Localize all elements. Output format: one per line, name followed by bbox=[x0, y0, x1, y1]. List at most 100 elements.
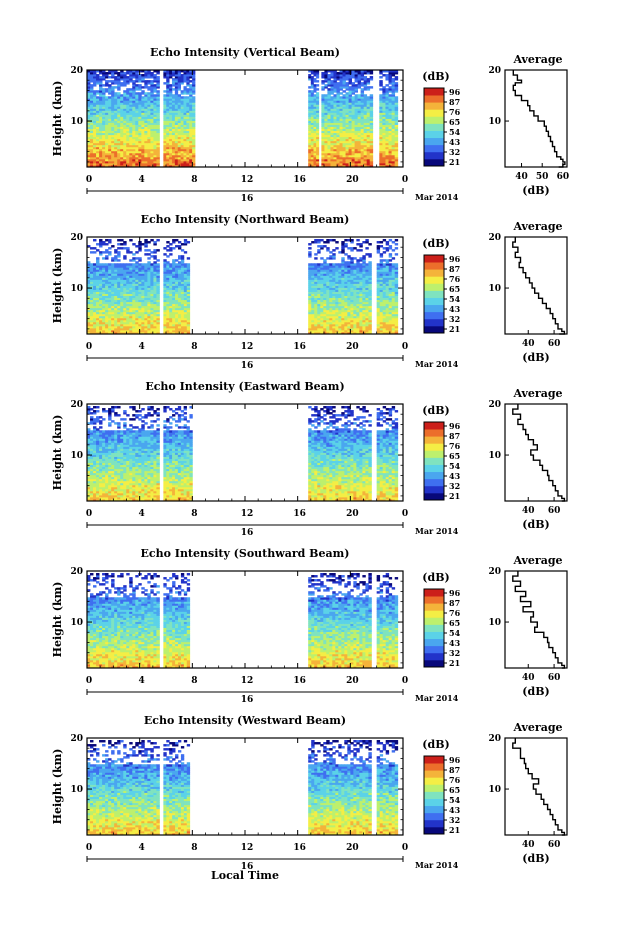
heatmap-cell bbox=[350, 323, 354, 327]
heatmap-cell bbox=[144, 327, 148, 331]
heatmap-cell bbox=[360, 116, 365, 119]
heatmap-cell bbox=[108, 253, 112, 256]
heatmap-cell bbox=[172, 305, 176, 309]
heatmap-cell bbox=[356, 325, 360, 329]
heatmap-cell bbox=[111, 285, 115, 288]
heatmap-cell bbox=[333, 148, 337, 152]
heatmap-cell bbox=[178, 269, 182, 272]
heatmap-cell bbox=[192, 152, 196, 156]
heatmap-cell bbox=[150, 152, 154, 156]
heatmap-cell bbox=[366, 98, 371, 101]
heatmap-cell bbox=[314, 301, 318, 305]
heatmap-cell bbox=[144, 331, 148, 335]
heatmap-cell bbox=[353, 323, 357, 327]
heatmap-cell bbox=[166, 74, 170, 77]
heatmap-cell bbox=[313, 120, 317, 123]
heatmap-cell bbox=[120, 82, 124, 85]
heatmap-cell bbox=[351, 72, 355, 75]
heatmap-cell bbox=[348, 106, 352, 109]
heatmap-cell bbox=[135, 289, 139, 292]
heatmap-cell bbox=[347, 295, 351, 299]
heatmap-cell bbox=[339, 92, 343, 95]
heatmap-cell bbox=[99, 317, 103, 321]
heatmap-cell bbox=[141, 134, 145, 138]
heatmap-cell bbox=[177, 152, 181, 156]
heatmap-cell bbox=[135, 150, 139, 154]
heatmap-cell bbox=[156, 84, 160, 87]
heatmap-cell bbox=[114, 323, 118, 327]
heatmap-cell bbox=[345, 104, 349, 107]
heatmap-cell bbox=[320, 263, 324, 266]
heatmap-cell bbox=[114, 277, 118, 280]
heatmap-cell bbox=[365, 319, 369, 323]
heatmap-cell bbox=[356, 263, 360, 266]
heatmap-cell bbox=[111, 291, 115, 294]
heatmap-cell bbox=[147, 76, 151, 79]
heatmap-cell bbox=[323, 301, 327, 305]
heatmap-cell bbox=[114, 164, 118, 168]
heatmap-cell bbox=[351, 92, 355, 95]
heatmap-cell bbox=[320, 323, 324, 327]
heatmap-cell bbox=[333, 78, 337, 81]
heatmap-cell bbox=[382, 128, 386, 132]
heatmap-cell bbox=[382, 164, 386, 168]
heatmap-cell bbox=[382, 88, 386, 91]
heatmap-cell bbox=[353, 325, 357, 329]
heatmap-cell bbox=[180, 100, 184, 103]
heatmap-cell bbox=[166, 90, 170, 93]
heatmap-cell bbox=[120, 128, 124, 132]
heatmap-cell bbox=[388, 130, 392, 134]
heatmap-cell bbox=[150, 319, 154, 323]
heatmap-cell bbox=[132, 122, 136, 125]
heatmap-cell bbox=[351, 86, 355, 89]
heatmap-cell bbox=[336, 132, 340, 136]
heatmap-cell bbox=[102, 297, 106, 301]
heatmap-cell bbox=[120, 317, 124, 321]
heatmap-cell bbox=[153, 74, 157, 77]
heatmap-cell bbox=[120, 96, 124, 99]
heatmap-cell bbox=[174, 144, 179, 148]
heatmap-cell bbox=[186, 289, 191, 292]
heatmap-cell bbox=[126, 120, 130, 123]
heatmap-cell bbox=[87, 307, 91, 311]
heatmap-cell bbox=[156, 126, 160, 129]
heatmap-cell bbox=[108, 70, 112, 73]
heatmap-cell bbox=[172, 323, 176, 327]
heatmap-cell bbox=[385, 128, 389, 132]
heatmap-cell bbox=[177, 84, 181, 87]
heatmap-cell bbox=[123, 94, 127, 97]
heatmap-cell bbox=[138, 80, 142, 83]
heatmap-cell bbox=[186, 263, 191, 266]
heatmap-cell bbox=[368, 279, 372, 282]
heatmap-cell bbox=[123, 309, 127, 313]
heatmap-cell bbox=[362, 295, 366, 299]
heatmap-cell bbox=[171, 146, 176, 150]
heatmap-cell bbox=[138, 100, 142, 103]
heatmap-cell bbox=[310, 132, 314, 136]
heatmap-cell bbox=[394, 152, 399, 156]
heatmap-cell bbox=[132, 327, 136, 331]
heatmap-cell bbox=[324, 74, 328, 77]
heatmap-cell bbox=[147, 309, 151, 313]
heatmap-cell bbox=[172, 271, 176, 274]
heatmap-cell bbox=[183, 273, 188, 276]
heatmap-cell bbox=[138, 265, 142, 268]
heatmap-cell bbox=[141, 118, 145, 121]
heatmap-cell bbox=[175, 325, 179, 329]
heatmap-cell bbox=[156, 313, 160, 317]
heatmap-cell bbox=[141, 76, 145, 79]
heatmap-cell bbox=[357, 146, 362, 150]
heatmap-cell bbox=[126, 287, 130, 290]
heatmap-cell bbox=[341, 301, 345, 305]
heatmap-cell bbox=[382, 150, 386, 154]
heatmap-cell bbox=[126, 144, 130, 148]
heatmap-cell bbox=[87, 309, 91, 313]
heatmap-cell bbox=[339, 112, 343, 115]
heatmap-cell bbox=[150, 307, 154, 311]
heatmap-cell bbox=[123, 102, 127, 105]
heatmap-cell bbox=[183, 309, 188, 313]
heatmap-cell bbox=[366, 158, 371, 162]
heatmap-cell bbox=[99, 243, 103, 246]
heatmap-cell bbox=[150, 265, 154, 268]
heatmap-cell bbox=[111, 315, 115, 319]
